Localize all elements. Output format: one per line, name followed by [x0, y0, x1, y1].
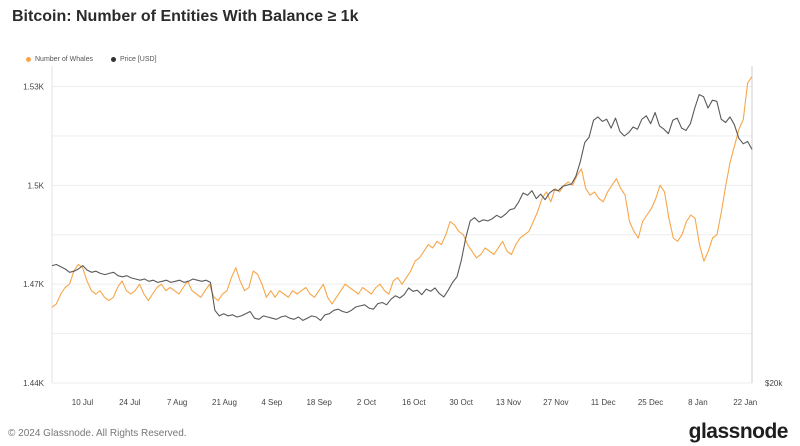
x-tick-label: 10 Jul	[72, 398, 94, 407]
y-left-tick-label: 1.53K	[23, 82, 45, 91]
y-left-tick-label: 1.5K	[28, 181, 45, 190]
x-tick-label: 22 Jan	[733, 398, 757, 407]
x-tick-label: 7 Aug	[167, 398, 187, 407]
legend-price-dot	[110, 57, 116, 62]
x-tick-label: 13 Nov	[496, 398, 521, 407]
whales-series-line	[51, 76, 753, 308]
legend-whales-dot	[26, 57, 31, 62]
x-tick-label: 18 Sep	[306, 398, 332, 407]
y-left-tick-label: 1.44K	[23, 379, 45, 388]
x-tick-label: 27 Nov	[543, 398, 568, 407]
chart-title: Bitcoin: Number of Entities With Balance…	[12, 8, 359, 25]
y-left-tick-label: 1.47K	[23, 280, 45, 289]
x-tick-label: 8 Jan	[688, 398, 708, 407]
x-tick-label: 25 Dec	[638, 398, 663, 407]
series-lines	[51, 76, 753, 321]
x-tick-label: 2 Oct	[357, 398, 377, 407]
y-axis-left: 1.44K 1.47K 1.5K 1.53K	[23, 66, 53, 388]
x-tick-label: 30 Oct	[449, 398, 473, 407]
price-series-line	[51, 94, 753, 321]
legend-price-label: Price [USD]	[119, 56, 157, 63]
x-tick-label: 16 Oct	[402, 398, 426, 407]
x-tick-label: 24 Jul	[119, 398, 141, 407]
legend-item-whales[interactable]: Number of Whales	[26, 56, 93, 63]
copyright: © 2024 Glassnode. All Rights Reserved.	[8, 428, 187, 439]
legend-whales-label: Number of Whales	[35, 56, 93, 63]
y-right-tick-label: $20k	[765, 379, 783, 388]
grid	[52, 85, 752, 384]
x-axis: 10 Jul 24 Jul 7 Aug 21 Aug 4 Sep 18 Sep 2 Oct 1…	[72, 398, 757, 407]
y-axis-right: $20k	[751, 66, 783, 388]
legend-item-price[interactable]: Price [USD]	[110, 56, 157, 63]
x-tick-label: 11 Dec	[591, 398, 616, 407]
x-tick-label: 4 Sep	[261, 398, 282, 407]
x-tick-label: 21 Aug	[212, 398, 237, 407]
brand-logo[interactable]: glassnode	[688, 420, 789, 443]
legend: Number of Whales Price [USD]	[26, 56, 157, 63]
